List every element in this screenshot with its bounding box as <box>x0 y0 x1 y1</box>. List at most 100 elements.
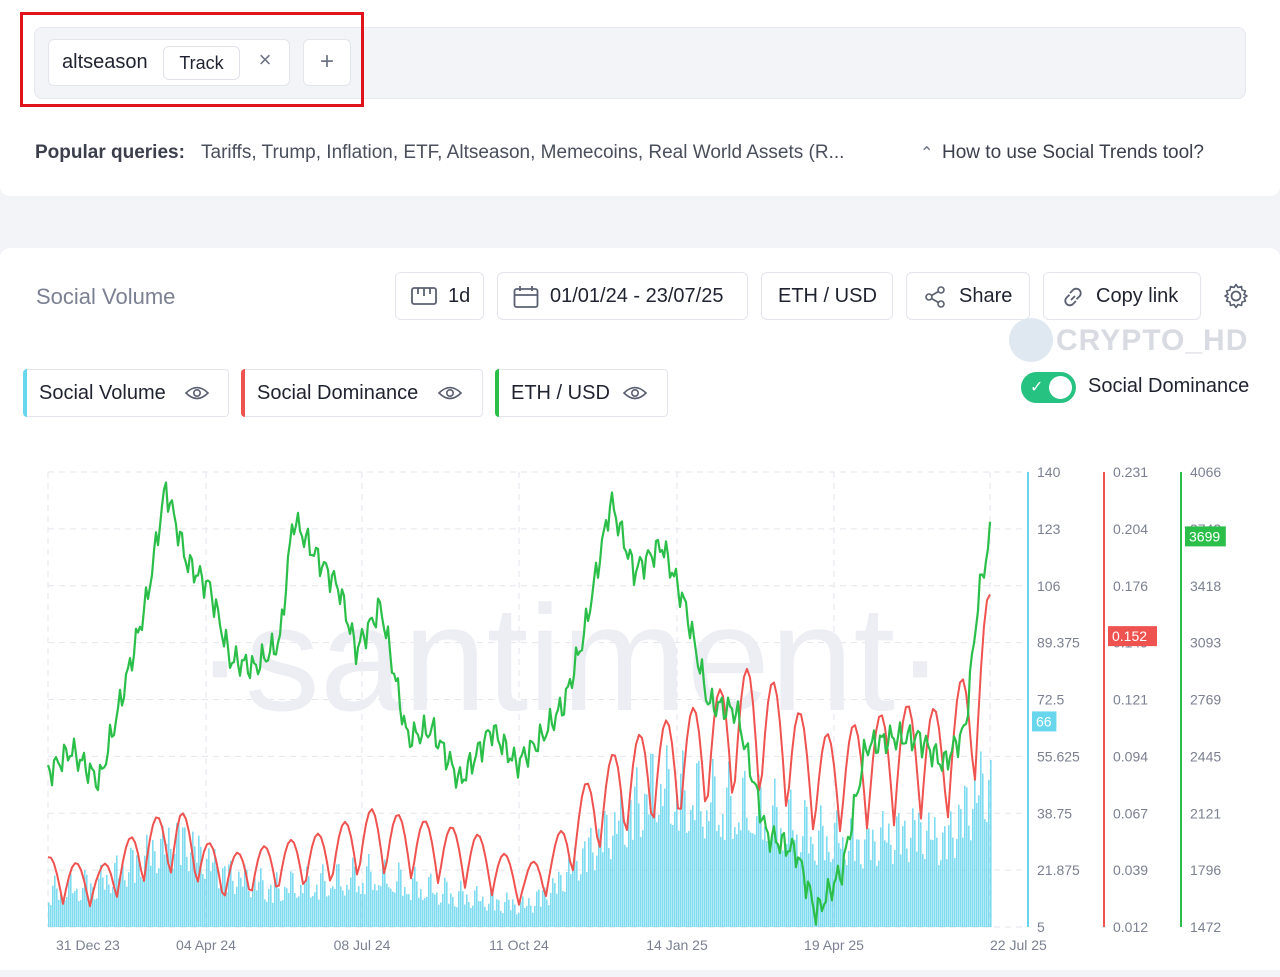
social-volume-bar <box>208 848 210 927</box>
social-volume-bar <box>900 854 902 927</box>
social-volume-bar <box>582 848 584 927</box>
social-volume-bar <box>738 822 740 927</box>
query-chip[interactable]: altseason Track × <box>48 39 290 86</box>
social-volume-bar <box>892 864 894 927</box>
social-volume-bar <box>92 887 94 927</box>
social-volume-bar <box>56 888 58 927</box>
close-icon[interactable]: × <box>258 47 272 72</box>
social-volume-bar <box>362 882 364 927</box>
social-volume-bar <box>798 858 800 927</box>
social-volume-bar <box>542 890 544 927</box>
social-volume-bar <box>972 808 974 927</box>
social-volume-bar <box>246 869 248 927</box>
social-volume-bar <box>296 897 298 927</box>
social-volume-bar <box>940 860 942 927</box>
panel-title: Social Volume <box>36 284 176 309</box>
social-volume-bar <box>106 874 108 927</box>
gear-icon[interactable] <box>1222 282 1250 310</box>
social-volume-bar <box>730 796 732 927</box>
social-volume-bar <box>756 816 758 927</box>
social-volume-bar <box>74 891 76 927</box>
social-volume-bar <box>100 864 102 927</box>
legend-color-bar <box>241 369 245 417</box>
social-dominance-tick-label: 0.231 <box>1113 464 1148 480</box>
eye-icon[interactable] <box>185 384 209 402</box>
social-volume-bar <box>668 769 670 927</box>
social-volume-bar <box>710 802 712 927</box>
social-volume-bar <box>144 855 146 927</box>
social-volume-current-value: 66 <box>1036 713 1052 729</box>
eye-icon[interactable] <box>438 384 462 402</box>
social-volume-bar <box>292 873 294 927</box>
social-volume-bar <box>182 827 184 927</box>
social-volume-bar <box>796 834 798 927</box>
help-link[interactable]: ⌃ How to use Social Trends tool? <box>920 142 1204 164</box>
social-volume-bar <box>790 789 792 927</box>
interval-button[interactable]: 1d <box>395 272 484 320</box>
eye-icon[interactable] <box>623 384 647 402</box>
social-volume-bar <box>324 881 326 927</box>
legend-social-volume[interactable]: Social Volume <box>23 369 229 417</box>
social-volume-bar <box>760 786 762 927</box>
social-volume-bar <box>532 912 534 927</box>
social-volume-bar <box>618 820 620 927</box>
social-volume-bar <box>206 858 208 927</box>
pair-button[interactable]: ETH / USD <box>761 272 893 320</box>
social-volume-bar <box>526 905 528 927</box>
legend-eth-usd[interactable]: ETH / USD <box>495 369 668 417</box>
social-volume-bar <box>514 904 516 927</box>
social-volume-bar <box>374 884 376 927</box>
social-volume-bar <box>330 888 332 927</box>
social-volume-bar <box>742 777 744 927</box>
social-trends-chart[interactable]: ·santiment· 140 123 106 89.375 72.5 55.625 38.7… <box>0 450 1280 970</box>
query-term: altseason <box>62 51 148 73</box>
social-volume-bar <box>452 896 454 927</box>
social-volume-bar <box>242 886 244 927</box>
social-volume-bar <box>608 848 610 927</box>
copy-link-button[interactable]: Copy link <box>1043 272 1201 320</box>
social-volume-bar <box>580 874 582 927</box>
social-volume-tick-label: 123 <box>1037 521 1061 537</box>
social-volume-bar <box>600 834 602 927</box>
social-volume-bar <box>184 827 186 927</box>
social-volume-bar <box>890 844 892 927</box>
social-volume-bar <box>358 886 360 927</box>
social-volume-bar <box>748 830 750 927</box>
social-volume-bar <box>412 878 414 927</box>
social-volume-tick-label: 38.75 <box>1037 805 1072 821</box>
share-button[interactable]: Share <box>906 272 1030 320</box>
social-dominance-toggle[interactable]: ✓ <box>1021 372 1076 403</box>
social-volume-bar <box>820 805 822 927</box>
social-volume-bar <box>530 905 532 927</box>
social-volume-bar <box>872 829 874 927</box>
social-volume-bar <box>772 805 774 927</box>
social-volume-bar <box>698 760 700 927</box>
social-volume-bar <box>162 825 164 927</box>
popular-queries-list[interactable]: Tariffs, Trump, Inflation, ETF, Altseaso… <box>201 142 845 163</box>
social-volume-bar <box>244 864 246 927</box>
social-volume-bar <box>990 759 992 927</box>
highlight-annotation <box>20 12 364 107</box>
x-tick-label: 19 Apr 25 <box>804 937 864 953</box>
plus-icon[interactable]: + <box>303 39 351 86</box>
legend-social-dominance[interactable]: Social Dominance <box>241 369 483 417</box>
track-button[interactable]: Track <box>163 46 240 80</box>
social-volume-bar <box>350 877 352 927</box>
social-volume-bar <box>554 883 556 927</box>
calendar-icon <box>513 286 539 308</box>
social-volume-bar <box>418 897 420 927</box>
social-volume-bar <box>556 893 558 927</box>
social-volume-bar <box>80 899 82 927</box>
social-volume-bar <box>852 820 854 927</box>
social-volume-bar <box>302 893 304 927</box>
social-volume-bar <box>964 785 966 927</box>
social-volume-tick-label: 106 <box>1037 578 1061 594</box>
social-volume-bar <box>644 793 646 927</box>
date-range-button[interactable]: 01/01/24 - 23/07/25 <box>497 272 748 320</box>
social-volume-bar <box>982 773 984 927</box>
social-volume-bar <box>670 823 672 927</box>
social-volume-bar <box>188 871 190 927</box>
eth-usd-tick-label: 1472 <box>1190 919 1221 935</box>
social-volume-bar <box>908 862 910 927</box>
social-dominance-tick-label: 0.176 <box>1113 578 1148 594</box>
